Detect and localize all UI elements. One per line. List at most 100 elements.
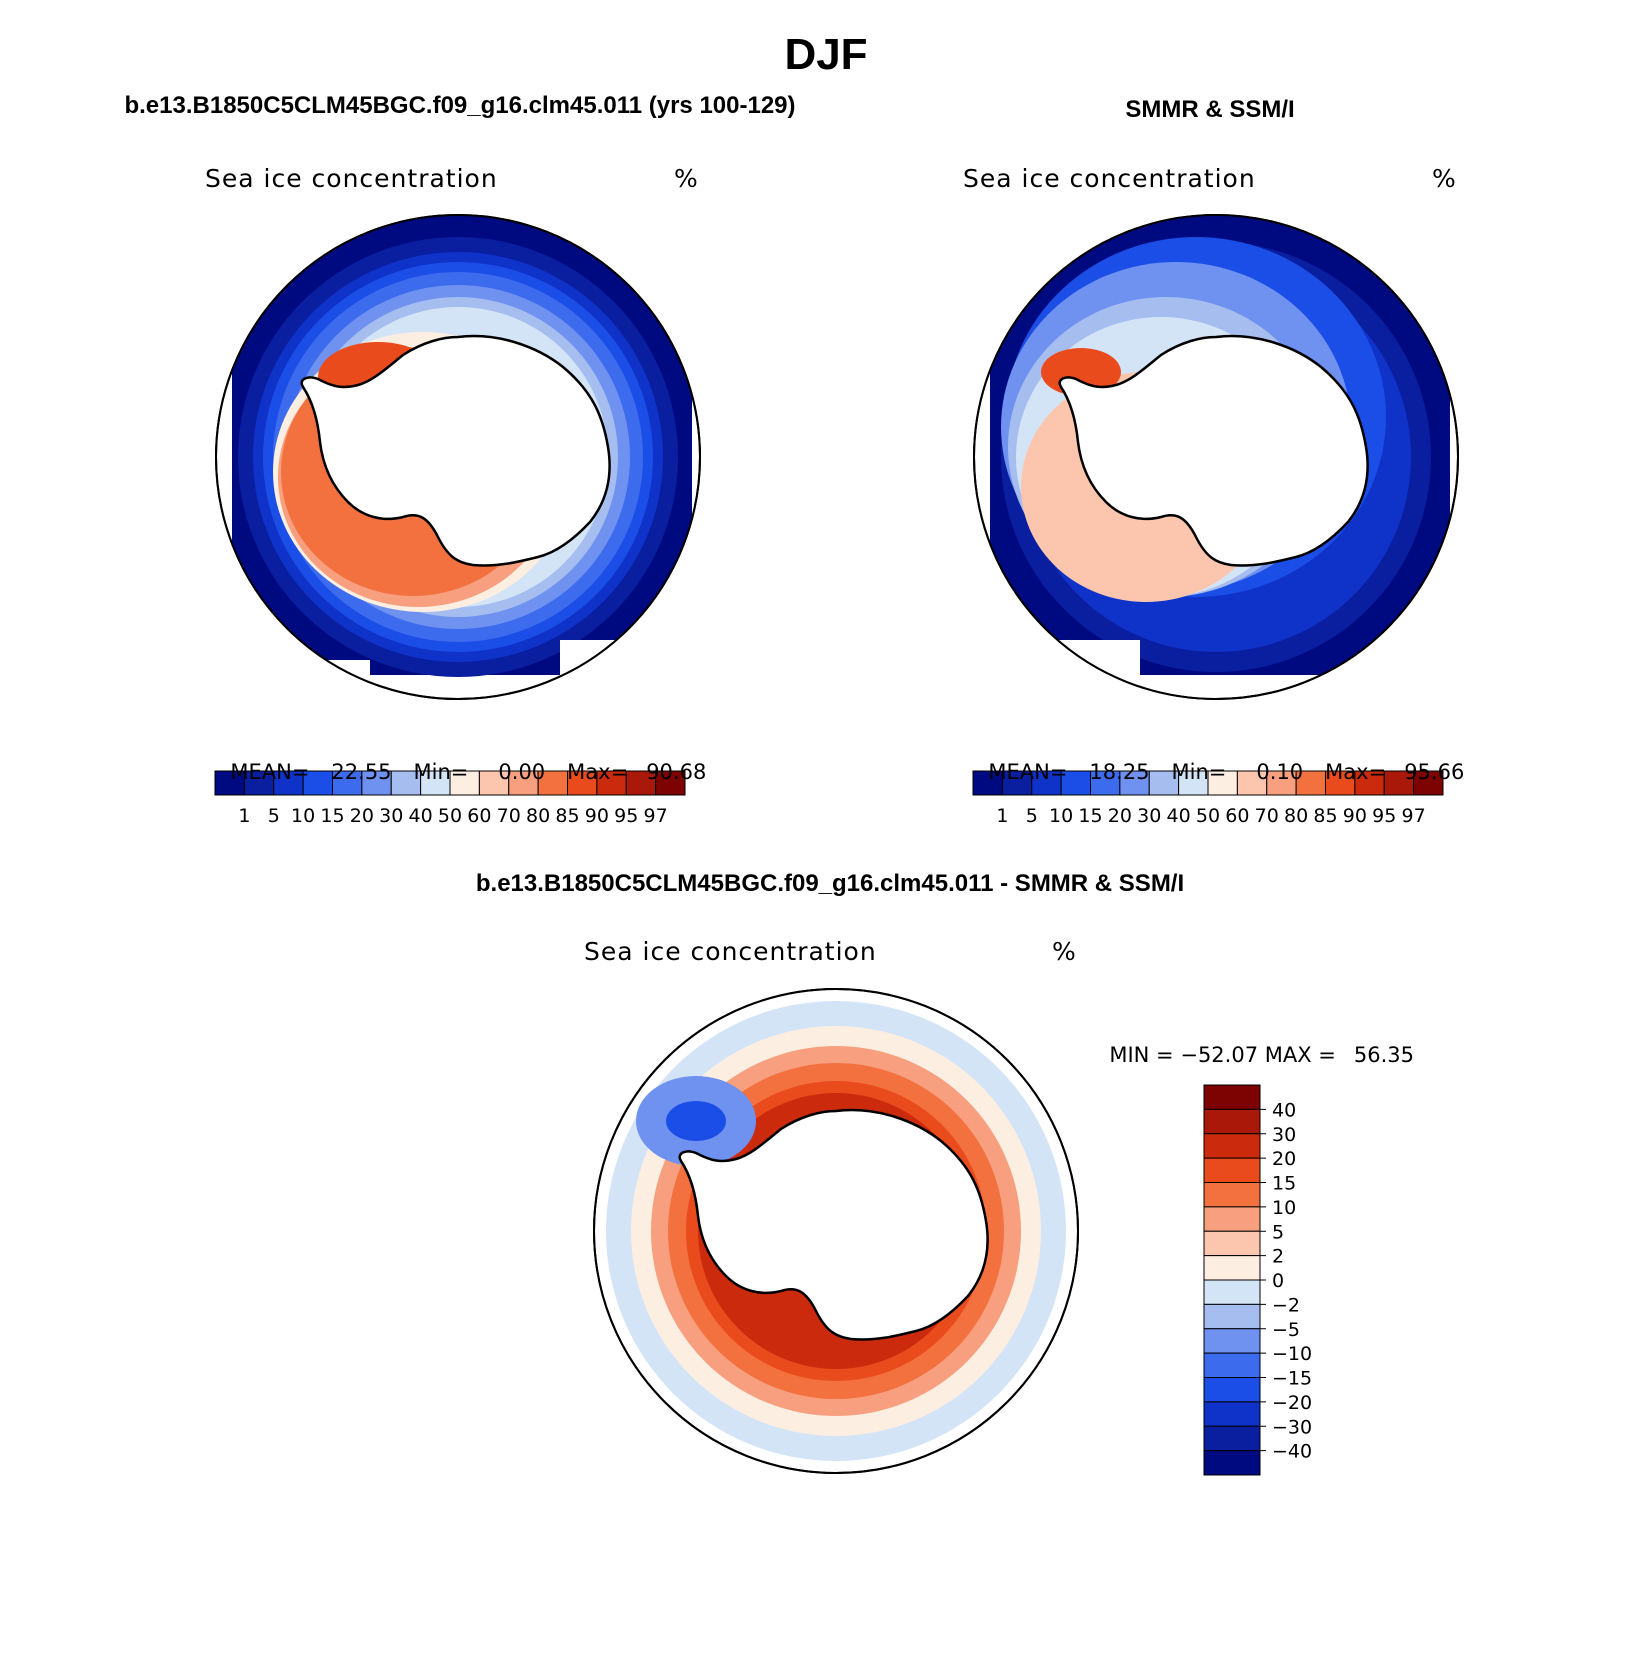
obs-colorbar-tick-label: 15 [1078,805,1102,827]
diff-stats: MIN = −52.07 MAX = 56.35 [1096,1019,1414,1067]
model-max-label: Max= [567,760,629,784]
model-max-value: 90.68 [646,760,707,784]
diff-colorbar-tick-label: 15 [1272,1173,1296,1195]
model-colorbar-tick-label: 70 [497,805,521,827]
diff-map [593,988,1079,1474]
model-colorbar-swatch [508,770,539,796]
model-panel-header: b.e13.B1850C5CLM45BGC.f09_g16.clm45.011 … [124,92,796,119]
model-subtitle: Sea ice concentration [205,164,498,193]
obs-colorbar-swatch [1413,770,1444,796]
obs-units: % [1432,164,1456,193]
obs-max-label: Max= [1325,760,1387,784]
diff-colorbar-tick-label: 2 [1272,1246,1284,1268]
model-colorbar-swatch [420,770,451,796]
obs-colorbar-swatch [1207,770,1238,796]
model-colorbar-swatch [567,770,598,796]
diff-min-value: −52.07 [1180,1043,1259,1067]
obs-min-label: Min= [1171,760,1227,784]
obs-mean-label: MEAN= [988,760,1068,784]
obs-colorbar-tick-label: 90 [1343,805,1367,827]
obs-subtitle: Sea ice concentration [963,164,1256,193]
model-colorbar-tick-label: 20 [350,805,374,827]
obs-colorbar-tick-label: 5 [1026,805,1038,827]
model-min-label: Min= [413,760,469,784]
diff-colorbar-tick-label: 30 [1272,1124,1296,1146]
diff-colorbar-swatch [1203,1303,1261,1330]
diff-panel-header: b.e13.B1850C5CLM45BGC.f09_g16.clm45.011 … [475,870,1185,897]
diff-colorbar-swatch [1203,1401,1261,1427]
diff-colorbar-swatch [1203,1279,1261,1305]
obs-colorbar-tick-label: 95 [1372,805,1396,827]
model-mean-label: MEAN= [230,760,310,784]
diff-colorbar-tick-label: −20 [1272,1392,1312,1414]
obs-colorbar-swatch [1031,770,1062,796]
model-colorbar-tick-label: 10 [291,805,315,827]
model-colorbar-swatch [332,770,363,796]
diff-colorbar-swatch [1203,1108,1261,1135]
obs-colorbar-swatch [1354,770,1385,796]
diff-colorbar-tick-label: 0 [1272,1270,1284,1292]
model-colorbar-tick-label: 50 [438,805,462,827]
diff-subtitle: Sea ice concentration [584,937,877,966]
obs-colorbar-swatch [972,770,1003,796]
model-colorbar-swatch [302,770,333,796]
model-mean-value: 22.55 [331,760,392,784]
obs-colorbar-tick-label: 85 [1313,805,1337,827]
obs-colorbar-swatch [1178,770,1209,796]
model-colorbar-swatch [449,770,480,796]
diff-max-label: MAX = [1264,1043,1336,1067]
diff-colorbar-swatch [1203,1230,1261,1257]
diff-colorbar-swatch [1203,1157,1261,1183]
obs-colorbar-swatch [1325,770,1356,796]
obs-colorbar-tick-label: 10 [1049,805,1073,827]
diff-colorbar-swatch [1203,1450,1261,1476]
obs-colorbar-swatch [1119,770,1150,796]
diff-colorbar-tick-label: 20 [1272,1148,1296,1170]
diff-colorbar-swatch [1203,1352,1261,1378]
model-colorbar-swatch [655,770,686,796]
diff-colorbar-tick-label: −30 [1272,1416,1312,1438]
obs-colorbar-swatch [1295,770,1326,796]
diff-colorbar-tick-label: 40 [1272,1099,1296,1121]
model-colorbar-swatch [537,770,568,796]
obs-max-value: 95.66 [1404,760,1465,784]
obs-colorbar-tick-label: 20 [1108,805,1132,827]
diff-colorbar-swatch [1203,1425,1261,1452]
obs-mean-value: 18.25 [1089,760,1150,784]
model-colorbar-tick-label: 95 [614,805,638,827]
model-map [215,214,701,700]
diff-colorbar-swatch [1203,1206,1261,1232]
obs-colorbar: 1 5 10 15 20 30 40 50 60 70 80 85 90 95 97 [972,770,1444,827]
diff-colorbar-swatch [1203,1328,1261,1354]
diff-colorbar-swatch [1203,1084,1261,1110]
obs-colorbar-tick-label: 40 [1167,805,1191,827]
diff-colorbar-tick-label: 10 [1272,1197,1296,1219]
model-colorbar-tick-label: 90 [585,805,609,827]
obs-colorbar-swatch [1060,770,1091,796]
diff-colorbar-tick-label: −15 [1272,1368,1312,1390]
obs-stats: MEAN= 18.25 Min= 0.10 Max= 95.66 [975,736,1464,784]
model-colorbar-swatch [390,770,422,796]
diff-colorbar-swatch [1203,1133,1261,1159]
obs-colorbar-tick-label: 60 [1225,805,1249,827]
main-title: DJF [784,30,868,79]
diff-colorbar-swatch [1203,1377,1261,1403]
obs-map [973,214,1459,700]
model-colorbar-tick-label: 40 [409,805,433,827]
diff-colorbar-tick-label: 5 [1272,1221,1284,1243]
obs-colorbar-tick-label: 50 [1196,805,1220,827]
diff-colorbar-tick-label: −5 [1272,1319,1300,1341]
obs-colorbar-tick-label: 30 [1137,805,1161,827]
diff-colorbar-tick-label: −2 [1272,1294,1300,1316]
model-colorbar-swatch [478,770,510,796]
model-colorbar-tick-label: 80 [526,805,550,827]
diff-colorbar-tick-label: −10 [1272,1343,1312,1365]
obs-min-value: 0.10 [1256,760,1304,784]
model-colorbar: 1 5 10 15 20 30 40 50 60 70 80 85 90 95 97 [214,770,686,827]
diff-colorbar-swatch [1203,1182,1261,1208]
model-colorbar-tick-label: 97 [644,805,668,827]
obs-panel-header: SMMR & SSM/I [1125,96,1295,123]
model-colorbar-tick-label: 15 [320,805,344,827]
